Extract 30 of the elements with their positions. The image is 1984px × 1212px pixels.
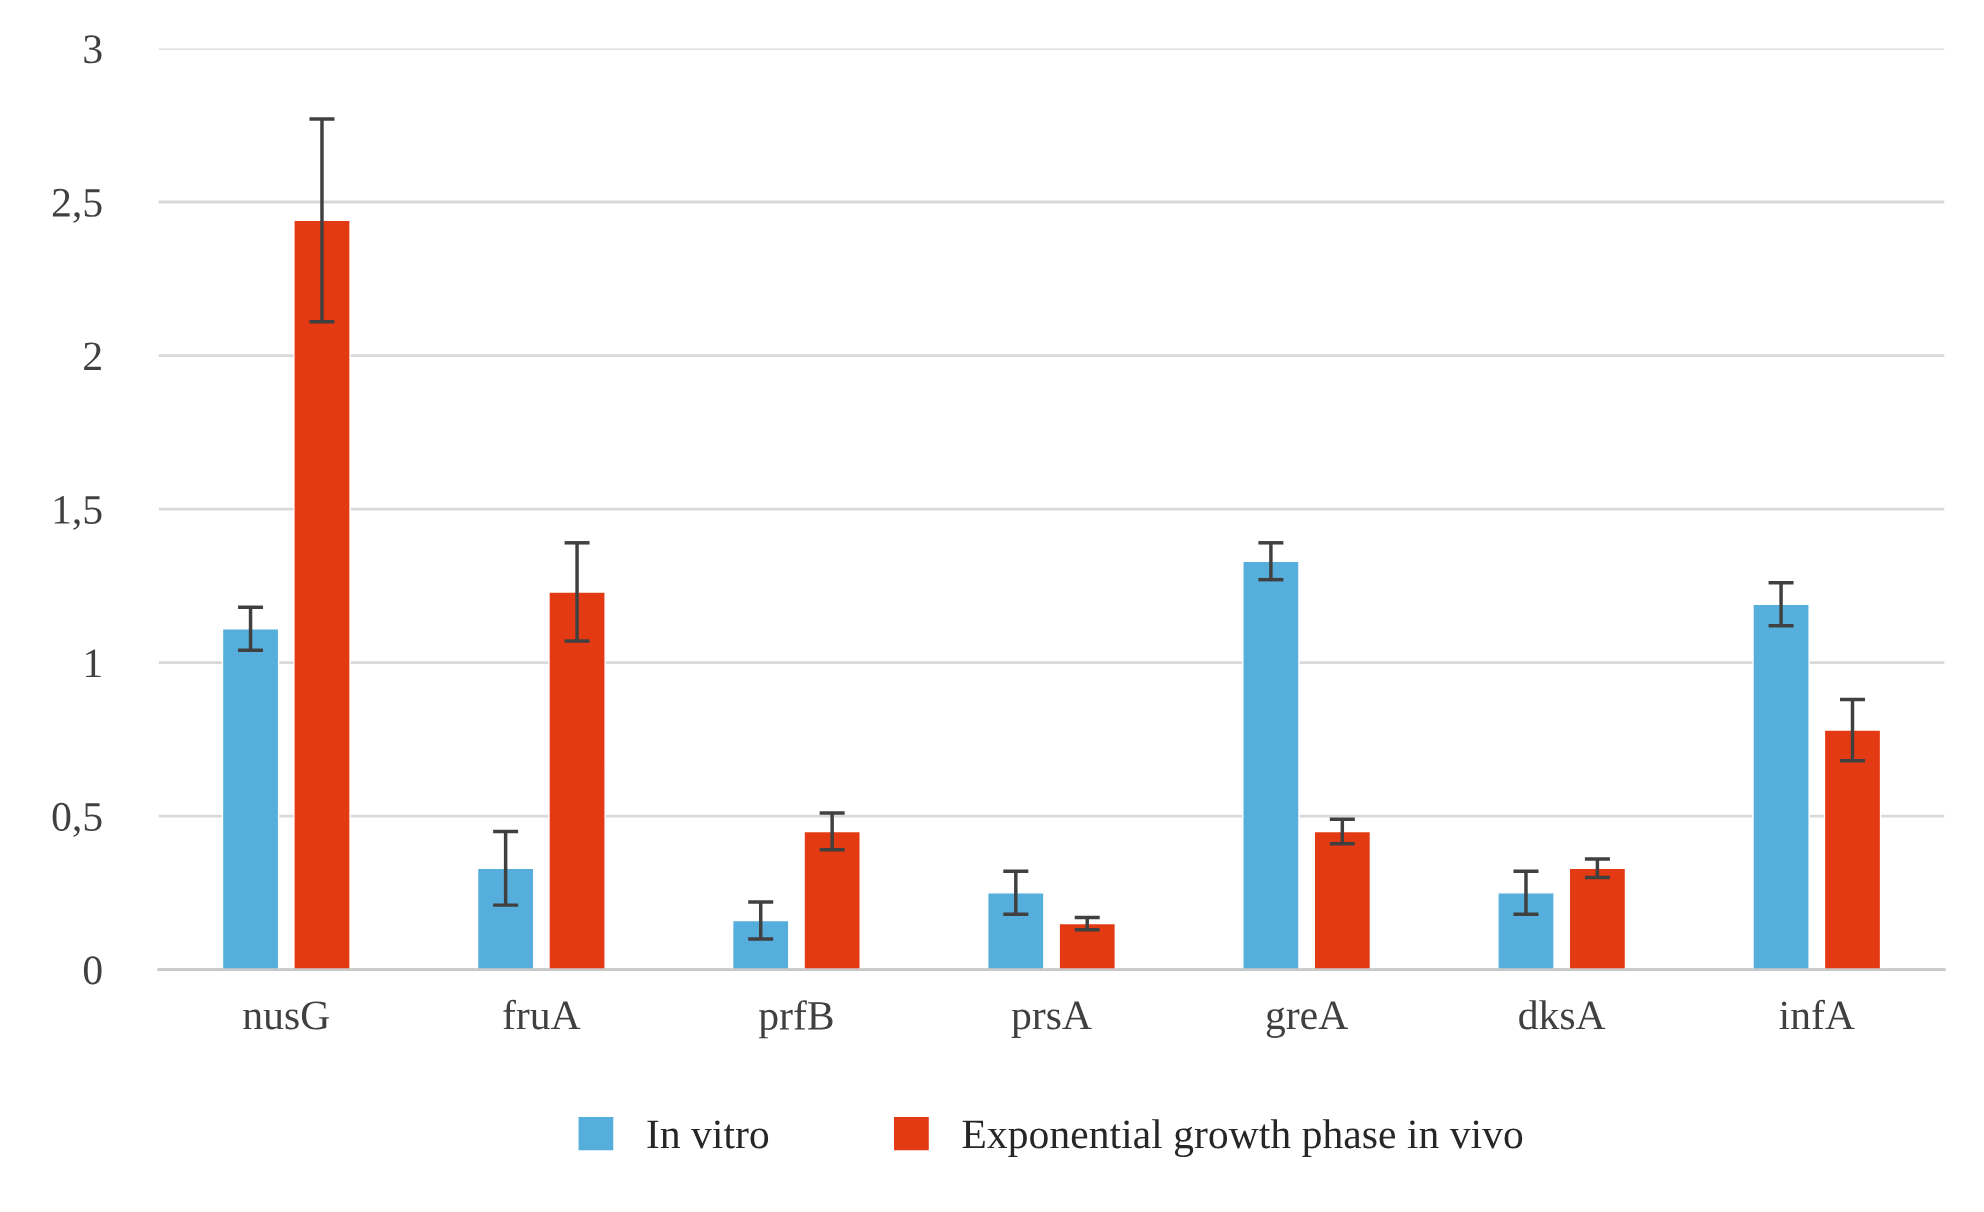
x-tick-label: prsA	[1011, 1001, 1092, 1038]
x-tick-label: nusG	[243, 1001, 329, 1030]
bar	[1313, 830, 1372, 970]
y-tick-label: 2,5	[52, 188, 102, 223]
bar	[548, 591, 606, 970]
bar	[293, 219, 351, 970]
legend-label: In vitro	[647, 1120, 769, 1149]
bar	[731, 919, 790, 970]
bar	[1823, 729, 1882, 970]
y-tick-label: 0,5	[52, 802, 102, 837]
x-tick-label: greA	[1266, 1001, 1348, 1038]
bar	[1497, 892, 1555, 970]
y-tick-label: 3	[84, 35, 102, 64]
y-tick-label: 1,5	[54, 495, 102, 530]
bar	[987, 892, 1045, 970]
x-tick-label: prfB	[758, 1000, 833, 1039]
y-tick-label: 0	[83, 956, 102, 985]
bar	[1242, 560, 1300, 970]
bar	[1568, 867, 1627, 970]
bar	[221, 628, 280, 970]
y-tick-label: 2	[84, 342, 101, 370]
bar	[476, 867, 535, 970]
y-tick-label: 1	[86, 649, 101, 678]
legend-label: Exponential growth phase in vivo	[962, 1119, 1523, 1158]
x-tick-label: dksA	[1519, 1000, 1606, 1030]
x-tick-label: fruA	[503, 999, 581, 1030]
x-tick-label: infA	[1779, 999, 1855, 1030]
bar	[1752, 603, 1810, 970]
bar	[1058, 922, 1116, 970]
bar	[803, 830, 861, 970]
